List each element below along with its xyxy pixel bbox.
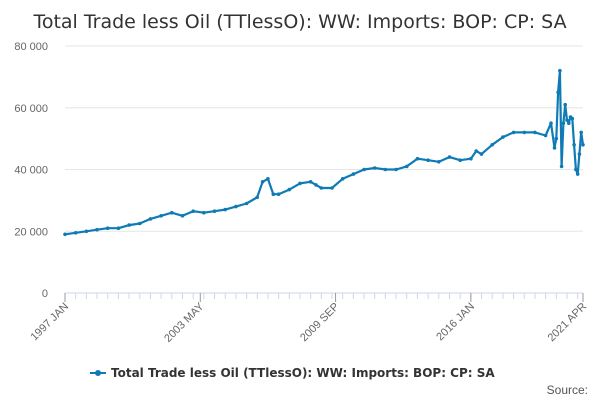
- x-axis: 1997 JAN 2003 MAY 2009 SEP 2016 JAN 2021 APR: [28, 292, 590, 345]
- data-point: [405, 164, 409, 169]
- data-point: [437, 160, 441, 164]
- data-point: [223, 207, 227, 212]
- x-tick-label: 1997 JAN: [28, 301, 71, 344]
- data-point: [567, 121, 571, 125]
- x-tick-label: 2016 JAN: [434, 301, 477, 344]
- data-point: [552, 146, 557, 150]
- legend[interactable]: Total Trade less Oil (TTlessO): WW: Impo…: [90, 366, 495, 380]
- data-point: [447, 155, 452, 159]
- data-point: [574, 167, 578, 172]
- data-point: [255, 195, 259, 200]
- chart-title: Total Trade less Oil (TTlessO): WW: Impo…: [32, 11, 566, 33]
- data-point: [308, 180, 313, 184]
- data-point: [170, 210, 174, 215]
- data-point: [522, 130, 527, 135]
- data-point: [244, 201, 249, 206]
- data-point: [362, 167, 366, 172]
- data-point: [572, 143, 576, 147]
- data-point: [191, 209, 195, 213]
- x-tick-label: 2021 APR: [546, 301, 590, 345]
- data-point: [63, 232, 67, 237]
- data-point: [180, 214, 185, 218]
- data-point: [579, 130, 583, 135]
- y-tick-label: 0: [42, 288, 48, 300]
- data-point: [501, 135, 505, 139]
- data-point: [563, 102, 567, 107]
- data-point: [212, 209, 217, 213]
- data-point: [159, 214, 163, 218]
- data-point: [559, 164, 564, 169]
- legend-marker: [95, 370, 101, 376]
- data-point: [511, 130, 516, 135]
- legend-label: Total Trade less Oil (TTlessO): WW: Impo…: [111, 366, 495, 380]
- data-point: [319, 186, 324, 190]
- data-point: [565, 118, 569, 122]
- data-point: [479, 152, 484, 156]
- data-point: [138, 221, 142, 226]
- data-point: [266, 177, 270, 181]
- gridlines: [65, 45, 583, 232]
- series-line: [64, 69, 585, 236]
- data-point: [260, 180, 265, 184]
- data-point: [558, 68, 562, 73]
- data-point: [426, 158, 430, 162]
- x-tick-label: 2009 SEP: [298, 301, 342, 345]
- x-tick-label: 2003 MAY: [162, 300, 207, 345]
- data-point: [394, 167, 398, 172]
- y-axis: 0 20 000 40 000 60 000 80 000: [14, 41, 48, 300]
- data-point: [533, 130, 537, 135]
- data-point: [276, 192, 281, 196]
- y-tick-label: 80 000: [14, 41, 48, 53]
- data-point: [383, 167, 388, 172]
- data-point: [73, 231, 78, 235]
- data-point: [577, 152, 582, 156]
- data-point: [458, 158, 463, 162]
- data-point: [415, 156, 420, 161]
- y-tick-label: 60 000: [14, 103, 48, 115]
- data-point: [575, 172, 580, 176]
- y-tick-label: 40 000: [14, 165, 48, 177]
- data-point: [351, 172, 356, 176]
- data-point: [543, 133, 548, 138]
- y-tick-label: 20 000: [14, 226, 48, 238]
- data-point: [554, 136, 559, 141]
- data-point: [549, 121, 553, 125]
- data-point: [474, 149, 479, 153]
- data-point: [469, 156, 473, 161]
- data-point: [116, 226, 121, 230]
- data-point: [127, 223, 131, 227]
- data-point: [105, 226, 110, 230]
- data-point: [298, 181, 302, 186]
- data-point: [340, 177, 345, 181]
- data-point: [330, 186, 334, 190]
- data-point: [314, 183, 318, 187]
- data-point: [287, 187, 292, 192]
- data-point: [570, 116, 575, 121]
- data-point: [581, 143, 585, 147]
- data-point: [234, 204, 238, 209]
- data-point: [95, 227, 99, 232]
- data-point: [84, 229, 89, 234]
- data-point: [271, 192, 276, 196]
- data-point: [556, 90, 560, 95]
- data-point: [148, 217, 153, 221]
- source-credit[interactable]: Source:: [547, 383, 588, 397]
- series-layer: [63, 68, 585, 237]
- data-point: [372, 166, 377, 170]
- data-point: [202, 210, 206, 215]
- data-point: [490, 143, 495, 147]
- data-point: [561, 121, 566, 125]
